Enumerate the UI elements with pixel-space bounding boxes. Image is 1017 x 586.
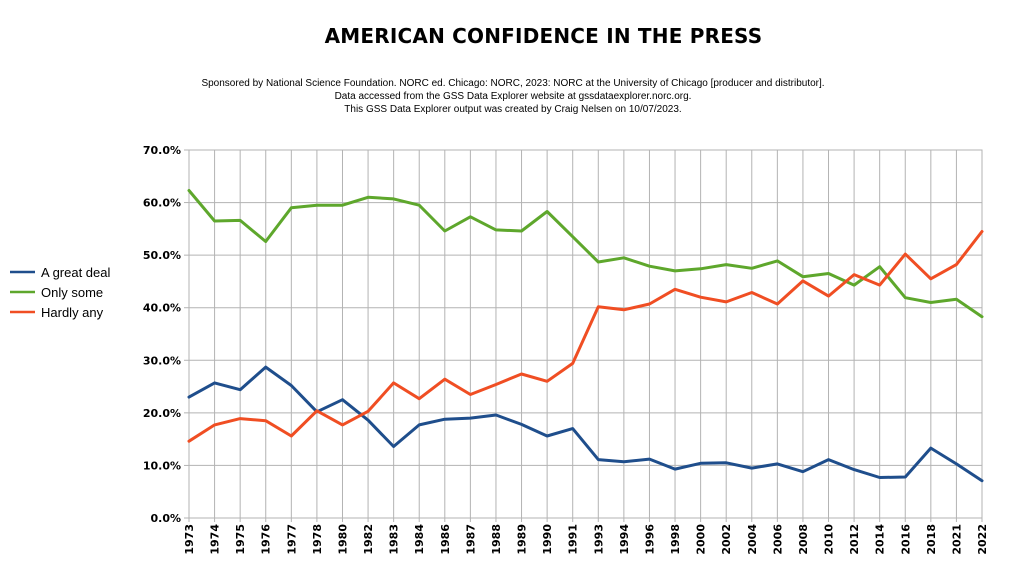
x-tick-label: 1982 [362, 524, 375, 555]
x-tick-label: 1974 [209, 524, 222, 555]
y-tick-label: 0.0% [150, 512, 181, 525]
x-tick-label: 2010 [823, 524, 836, 555]
y-tick-label: 50.0% [143, 249, 181, 262]
x-tick-label: 1973 [183, 524, 196, 555]
x-tick-label: 1983 [388, 524, 401, 555]
x-tick-label: 2021 [950, 524, 963, 555]
legend-label: A great deal [41, 265, 110, 280]
y-tick-label: 70.0% [143, 144, 181, 157]
series-line-hardly-any [187, 230, 984, 443]
series-line-only-some [187, 189, 984, 319]
x-tick-label: 1976 [260, 524, 273, 555]
x-tick-label: 2012 [848, 524, 861, 555]
x-tick-label: 1986 [439, 524, 452, 555]
y-tick-label: 30.0% [143, 354, 181, 367]
x-tick-label: 2000 [695, 524, 708, 555]
y-tick-label: 40.0% [143, 302, 181, 315]
x-tick-label: 1980 [336, 524, 349, 555]
plot-border [188, 149, 983, 519]
legend-label: Only some [41, 285, 103, 300]
y-tick-label: 60.0% [143, 197, 181, 210]
x-tick-label: 2002 [720, 524, 733, 555]
y-tick-label: 10.0% [143, 459, 181, 472]
x-tick-label: 1989 [516, 524, 529, 555]
x-tick-label: 1993 [592, 524, 605, 555]
chart-title: AMERICAN CONFIDENCE IN THE PRESS [324, 24, 763, 48]
x-tick-label: 2006 [771, 524, 784, 555]
source-line-1: Sponsored by National Science Foundation… [201, 78, 825, 89]
source-line-2: Data accessed from the GSS Data Explorer… [334, 91, 692, 102]
x-tick-label: 2004 [746, 524, 759, 555]
x-tick-label: 1998 [669, 524, 682, 555]
x-tick-label: 1996 [643, 524, 656, 555]
series-line-a-great-deal [187, 365, 984, 483]
x-tick-label: 1991 [567, 524, 580, 555]
legend-label: Hardly any [41, 305, 104, 320]
x-tick-label: 1990 [541, 524, 554, 555]
x-tick-label: 2022 [976, 524, 989, 555]
x-tick-label: 2016 [899, 524, 912, 555]
x-tick-label: 1975 [234, 524, 247, 555]
x-tick-label: 1978 [311, 524, 324, 555]
x-tick-label: 2014 [874, 524, 887, 555]
y-tick-label: 20.0% [143, 407, 181, 420]
source-notes: Sponsored by National Science Foundation… [0, 77, 1017, 116]
x-tick-label: 2018 [925, 524, 938, 555]
x-tick-label: 1987 [464, 524, 477, 555]
source-line-3: This GSS Data Explorer output was create… [344, 104, 682, 115]
x-tick-label: 1984 [413, 524, 426, 555]
x-tick-label: 2008 [797, 524, 810, 555]
x-tick-label: 1988 [490, 524, 503, 555]
x-tick-label: 1994 [618, 524, 631, 555]
x-tick-label: 1977 [285, 524, 298, 555]
